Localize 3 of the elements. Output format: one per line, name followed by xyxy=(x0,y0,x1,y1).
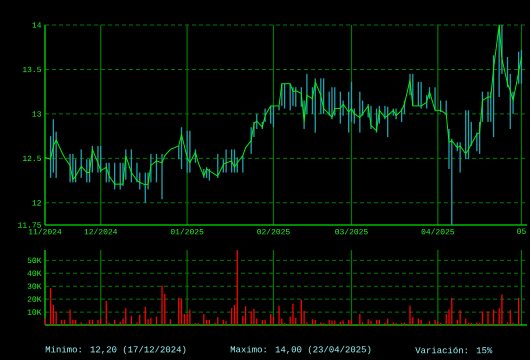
text: Minimo: 12,20 (17/12/2024) xyxy=(46,346,186,354)
text: Variación: 15% xyxy=(415,346,492,354)
text: Maximo: 14,00 (23/04/2025) xyxy=(230,346,370,354)
